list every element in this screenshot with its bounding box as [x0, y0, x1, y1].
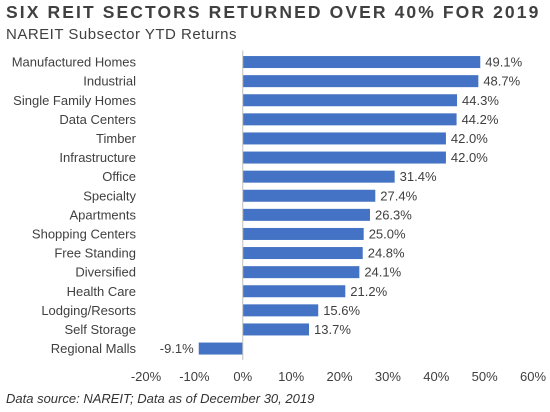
bars-group — [198, 56, 481, 355]
x-tick-label: -20% — [131, 369, 162, 384]
category-label: Lodging/Resorts — [41, 303, 136, 318]
category-label: Shopping Centers — [32, 226, 137, 241]
x-tick-label: -10% — [179, 369, 210, 384]
data-label: 21.2% — [350, 284, 387, 299]
bar-4 — [242, 132, 446, 145]
bar-7 — [242, 189, 376, 202]
category-label: Regional Malls — [51, 341, 137, 356]
category-label: Diversified — [75, 265, 136, 280]
x-tick-label: 40% — [423, 369, 449, 384]
category-label: Free Standing — [54, 246, 136, 261]
data-labels: 49.1% 48.7% 44.3% 44.2% 42.0% 42.0% 31.4% 27.4%… — [160, 55, 523, 356]
chart-subtitle: NAREIT Subsector YTD Returns — [6, 26, 238, 43]
bar-5 — [242, 151, 446, 164]
data-label: 24.1% — [364, 265, 401, 280]
bar-3 — [242, 113, 457, 126]
x-tick-label: 50% — [472, 369, 498, 384]
bar-12 — [242, 285, 346, 298]
data-label: 48.7% — [483, 74, 520, 89]
bar-2 — [242, 94, 458, 107]
bar-8 — [242, 208, 370, 221]
category-label: Self Storage — [64, 322, 136, 337]
x-axis: -20% -10% 0% 10% 20% 30% 40% 50% 60% — [131, 50, 546, 384]
category-label: Data Centers — [59, 112, 136, 127]
bar-6 — [242, 170, 395, 183]
x-tick-label: 30% — [375, 369, 401, 384]
category-label: Infrastructure — [59, 150, 136, 165]
x-tick-label: 10% — [278, 369, 304, 384]
category-label: Industrial — [83, 74, 136, 89]
data-label: 25.0% — [369, 226, 406, 241]
bar-10 — [242, 247, 363, 260]
data-label: 15.6% — [323, 303, 360, 318]
bar-14 — [242, 323, 310, 336]
data-label: 26.3% — [375, 207, 412, 222]
data-label: 49.1% — [485, 55, 522, 70]
category-labels: Manufactured Homes Industrial Single Famil… — [12, 55, 137, 356]
category-label: Health Care — [67, 284, 136, 299]
data-label: 42.0% — [451, 131, 488, 146]
category-label: Office — [102, 169, 136, 184]
category-label: Single Family Homes — [13, 93, 136, 108]
data-label: 27.4% — [380, 188, 417, 203]
category-label: Apartments — [70, 207, 137, 222]
chart-title: SIX REIT SECTORS RETURNED OVER 40% FOR 2… — [6, 2, 541, 22]
data-label: 42.0% — [451, 150, 488, 165]
x-tick-label: 0% — [233, 369, 252, 384]
bar-0 — [242, 56, 481, 69]
data-label: -9.1% — [160, 341, 194, 356]
data-source-note: Data source: NAREIT; Data as of December… — [6, 391, 315, 406]
data-label: 24.8% — [368, 246, 405, 261]
data-label: 31.4% — [400, 169, 437, 184]
bar-15 — [198, 342, 243, 355]
category-label: Specialty — [83, 188, 136, 203]
data-label: 44.2% — [462, 112, 499, 127]
category-label: Manufactured Homes — [12, 55, 137, 70]
bar-1 — [242, 75, 479, 88]
data-label: 13.7% — [314, 322, 351, 337]
category-label: Timber — [96, 131, 137, 146]
bar-13 — [242, 304, 319, 317]
x-tick-label: 60% — [520, 369, 546, 384]
x-tick-label: 20% — [326, 369, 352, 384]
data-label: 44.3% — [462, 93, 499, 108]
bar-9 — [242, 227, 364, 240]
bar-11 — [242, 266, 360, 279]
